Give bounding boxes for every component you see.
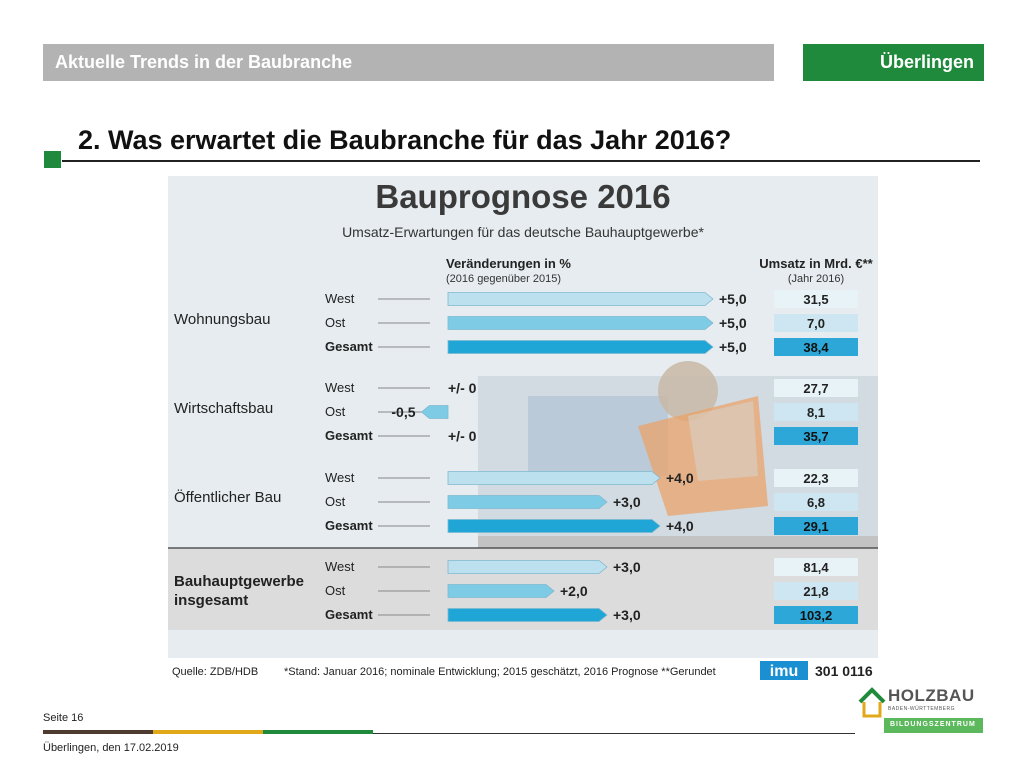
footer-segment-brown (43, 730, 153, 734)
sales-column-header: Umsatz in Mrd. €** (759, 256, 873, 271)
location-label: Überlingen (879, 52, 974, 72)
sales-box (774, 606, 858, 624)
chart-footer-band (168, 658, 878, 683)
group-label: Bauhauptgewerbe (174, 573, 304, 590)
logo-bar-label: BILDUNGSZENTRUM (890, 721, 976, 728)
publisher-id: 301 0116 (815, 663, 873, 679)
change-bar (447, 608, 608, 622)
group-label: insgesamt (174, 592, 248, 609)
sales-box (774, 493, 858, 511)
group-label: Wirtschaftsbau (174, 400, 273, 417)
change-bar (447, 560, 608, 574)
change-bar (447, 471, 661, 485)
row-label: Ost (325, 404, 346, 419)
change-column-header: Veränderungen in % (446, 256, 571, 271)
sales-value: 21,8 (803, 584, 828, 599)
page-number: Seite 16 (43, 712, 84, 724)
change-value-label: -0,5 (391, 404, 415, 420)
sales-value: 35,7 (803, 429, 828, 444)
sales-column-subheader: (Jahr 2016) (788, 273, 844, 285)
sales-box (774, 427, 858, 445)
change-bar (447, 584, 555, 598)
sales-value: 8,1 (807, 405, 825, 420)
row-label: Gesamt (325, 428, 373, 443)
sales-box (774, 469, 858, 487)
row-label: West (325, 291, 355, 306)
change-bar (447, 519, 661, 533)
location-badge: Überlingen (803, 44, 984, 81)
change-value-label: +/- 0 (448, 428, 477, 444)
footer-segment-yellow (153, 730, 263, 734)
sales-box (774, 314, 858, 332)
change-bar (447, 292, 714, 306)
change-value-label: +3,0 (613, 494, 641, 510)
row-label: Gesamt (325, 339, 373, 354)
change-value-label: +5,0 (719, 315, 747, 331)
sales-value: 22,3 (803, 471, 828, 486)
change-value-label: +2,0 (560, 583, 588, 599)
change-value-label: +4,0 (666, 470, 694, 486)
house-icon (858, 687, 886, 718)
row-label: Ost (325, 583, 346, 598)
chart-source: Quelle: ZDB/HDB (172, 666, 258, 678)
sales-value: 31,5 (803, 292, 828, 307)
change-value-label: +4,0 (666, 518, 694, 534)
row-label: Ost (325, 315, 346, 330)
publisher-logo: imu (770, 663, 798, 680)
section-title: Aktuelle Trends in der Baubranche (55, 52, 353, 72)
change-bar (447, 495, 608, 509)
row-label: Ost (325, 494, 346, 509)
sales-box (774, 517, 858, 535)
chart-subtitle: Umsatz-Erwartungen für das deutsche Bauh… (342, 224, 704, 240)
sales-value: 27,7 (803, 381, 828, 396)
sales-box (774, 338, 858, 356)
title-bullet-square (44, 151, 61, 168)
change-value-label: +3,0 (613, 607, 641, 623)
group-label: Wohnungsbau (174, 311, 270, 328)
change-bar (447, 340, 714, 354)
change-bar (420, 405, 449, 419)
sales-value: 81,4 (803, 560, 829, 575)
logo-name: HOLZBAU (888, 686, 975, 705)
sales-value: 103,2 (800, 608, 833, 623)
sales-value: 38,4 (803, 340, 829, 355)
change-value-label: +3,0 (613, 559, 641, 575)
holzbau-logo: HOLZBAU BADEN-WÜRTTEMBERG BILDUNGSZENTRU… (858, 684, 986, 736)
bauprognose-chart: Bauprognose 2016 Umsatz-Erwartungen für … (168, 176, 878, 683)
chart-title: Bauprognose 2016 (375, 178, 670, 215)
sales-box (774, 290, 858, 308)
sales-box (774, 403, 858, 421)
sales-box (774, 582, 858, 600)
sales-value: 6,8 (807, 495, 825, 510)
sales-box (774, 379, 858, 397)
change-value-label: +5,0 (719, 339, 747, 355)
row-label: West (325, 470, 355, 485)
footer-date: Überlingen, den 17.02.2019 (43, 742, 179, 754)
group-label: Öffentlicher Bau (174, 488, 281, 506)
logo-bar: BILDUNGSZENTRUM (884, 718, 983, 733)
page-title: 2. Was erwartet die Baubranche für das J… (78, 125, 732, 155)
title-underline (62, 160, 980, 162)
sales-value: 7,0 (807, 316, 825, 331)
change-value-label: +/- 0 (448, 380, 477, 396)
sales-value: 29,1 (803, 519, 828, 534)
section-header-bar: Aktuelle Trends in der Baubranche (43, 44, 774, 81)
publisher-logo-box (760, 661, 808, 680)
change-column-subheader: (2016 gegenüber 2015) (446, 273, 561, 285)
sales-box (774, 558, 858, 576)
row-label: West (325, 380, 355, 395)
footer-segment-green (263, 730, 373, 734)
row-label: Gesamt (325, 518, 373, 533)
row-label: Gesamt (325, 607, 373, 622)
chart-footnote: *Stand: Januar 2016; nominale Entwicklun… (284, 666, 716, 678)
footer-rule (43, 733, 855, 734)
change-bar (447, 316, 714, 330)
logo-subtitle: BADEN-WÜRTTEMBERG (888, 706, 956, 712)
change-value-label: +5,0 (719, 291, 747, 307)
row-label: West (325, 559, 355, 574)
